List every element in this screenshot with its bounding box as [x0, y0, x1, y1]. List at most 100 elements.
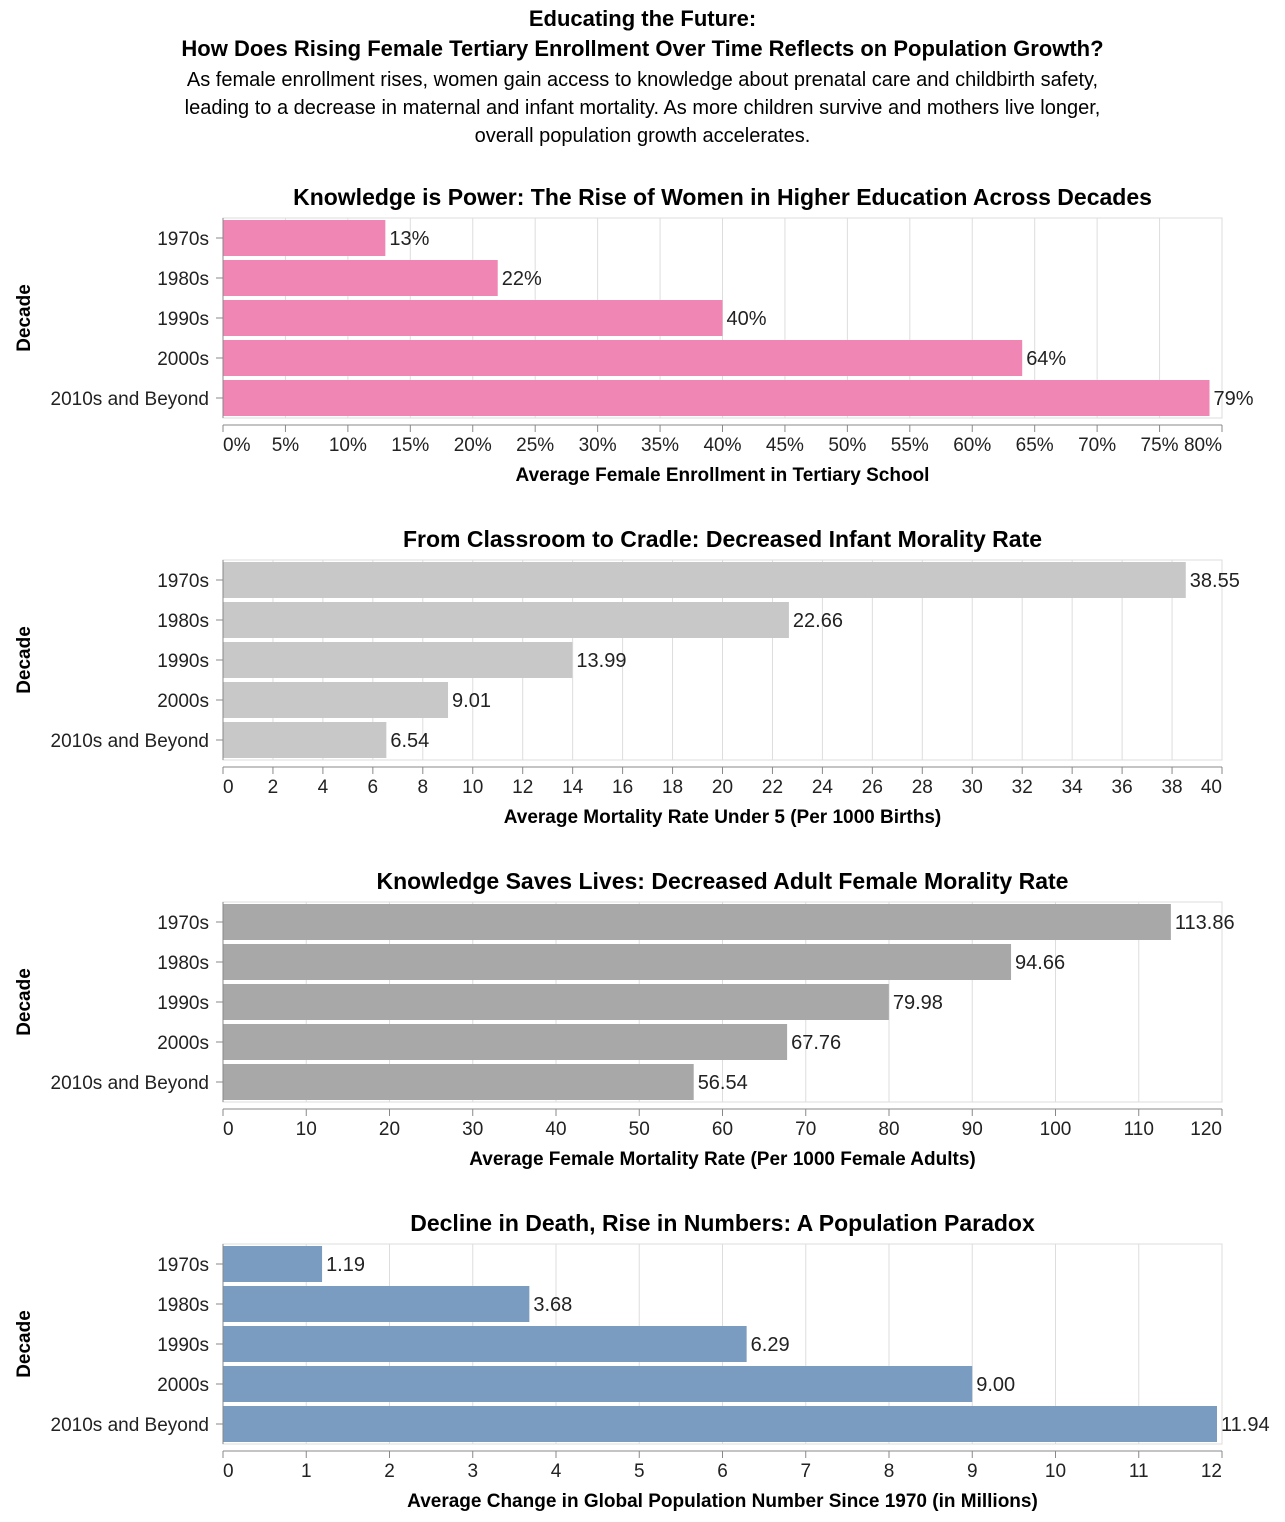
x-tick-label: 20%	[454, 435, 492, 456]
chart-1: Knowledge is Power: The Rise of Women in…	[14, 184, 1254, 486]
bar	[223, 1024, 788, 1060]
x-tick-label: 60%	[953, 435, 991, 456]
data-label: 13.99	[576, 650, 626, 672]
category-label: 2010s and Beyond	[51, 389, 209, 410]
chart-title: Knowledge is Power: The Rise of Women in…	[293, 184, 1152, 210]
x-tick-label: 9	[967, 1461, 978, 1482]
x-axis-title: Average Female Enrollment in Tertiary Sc…	[516, 465, 930, 486]
x-tick-label: 2	[268, 777, 279, 798]
data-label: 22.66	[793, 610, 843, 632]
x-tick-label: 0	[223, 777, 234, 798]
category-label: 1980s	[157, 953, 209, 974]
x-tick-label: 12	[1201, 1461, 1222, 1482]
x-tick-label: 10	[1045, 1461, 1066, 1482]
x-tick-label: 8	[418, 777, 429, 798]
data-label: 38.55	[1190, 570, 1240, 592]
x-tick-label: 120	[1190, 1119, 1222, 1140]
data-label: 11.94	[1221, 1414, 1270, 1436]
bar	[223, 1366, 973, 1402]
x-tick-label: 30%	[579, 435, 617, 456]
x-tick-label: 55%	[891, 435, 929, 456]
x-tick-label: 34	[1062, 777, 1084, 798]
bar	[223, 602, 789, 638]
x-tick-label: 30	[462, 1119, 483, 1140]
x-tick-label: 36	[1112, 777, 1133, 798]
category-label: 1980s	[157, 269, 209, 290]
data-label: 6.54	[390, 730, 429, 752]
x-tick-label: 100	[1040, 1119, 1072, 1140]
x-axis-title: Average Mortality Rate Under 5 (Per 1000…	[504, 807, 942, 828]
bar	[223, 1286, 530, 1322]
data-label: 79%	[1214, 388, 1254, 410]
x-tick-label: 40	[1201, 777, 1222, 798]
chart-title: From Classroom to Cradle: Decreased Infa…	[403, 526, 1042, 552]
bar	[223, 722, 387, 758]
x-tick-label: 35%	[641, 435, 679, 456]
category-label: 1980s	[157, 1295, 209, 1316]
bar	[223, 642, 573, 678]
x-tick-label: 15%	[391, 435, 429, 456]
x-tick-label: 70	[795, 1119, 816, 1140]
bar	[223, 220, 386, 256]
main-title-line-2: How Does Rising Female Tertiary Enrollme…	[181, 36, 1104, 61]
x-tick-label: 70%	[1078, 435, 1116, 456]
x-tick-label: 20	[712, 777, 733, 798]
chart-title: Knowledge Saves Lives: Decreased Adult F…	[377, 868, 1069, 894]
category-label: 2000s	[157, 1375, 209, 1396]
x-tick-label: 80	[878, 1119, 899, 1140]
x-tick-label: 50%	[828, 435, 866, 456]
x-tick-label: 10%	[329, 435, 367, 456]
category-label: 1970s	[157, 571, 209, 592]
category-label: 2000s	[157, 691, 209, 712]
category-label: 1990s	[157, 309, 209, 330]
bar	[223, 1064, 694, 1100]
data-label: 94.66	[1015, 952, 1065, 974]
x-tick-label: 11	[1129, 1461, 1149, 1482]
x-axis-title: Average Change in Global Population Numb…	[407, 1491, 1038, 1512]
x-tick-label: 24	[812, 777, 834, 798]
category-label: 1980s	[157, 611, 209, 632]
x-tick-label: 60	[712, 1119, 733, 1140]
x-tick-label: 40%	[703, 435, 741, 456]
chart-2: From Classroom to Cradle: Decreased Infa…	[14, 526, 1240, 828]
x-tick-label: 18	[662, 777, 683, 798]
data-label: 113.86	[1175, 912, 1235, 934]
x-tick-label: 45%	[766, 435, 804, 456]
data-label: 64%	[1026, 348, 1066, 370]
x-tick-label: 6	[368, 777, 379, 798]
bar	[223, 904, 1171, 940]
category-label: 1990s	[157, 993, 209, 1014]
x-tick-label: 38	[1161, 777, 1182, 798]
x-tick-label: 40	[545, 1119, 566, 1140]
x-tick-label: 7	[800, 1461, 811, 1482]
bar	[223, 562, 1186, 598]
x-axis-title: Average Female Mortality Rate (Per 1000 …	[469, 1149, 976, 1170]
x-tick-label: 50	[629, 1119, 650, 1140]
x-tick-label: 4	[318, 777, 329, 798]
data-label: 13%	[389, 228, 429, 250]
x-tick-label: 2	[384, 1461, 395, 1482]
data-label: 22%	[502, 268, 542, 290]
x-tick-label: 0	[223, 1119, 234, 1140]
data-label: 1.19	[326, 1254, 365, 1276]
y-axis-title: Decade	[14, 968, 35, 1036]
category-label: 1990s	[157, 1335, 209, 1356]
y-axis-title: Decade	[14, 626, 35, 694]
x-tick-label: 10	[296, 1119, 317, 1140]
x-tick-label: 110	[1124, 1119, 1154, 1140]
bar	[223, 260, 498, 296]
subtitle-line-3: overall population growth accelerates.	[474, 125, 811, 147]
x-tick-label: 22	[762, 777, 783, 798]
data-label: 6.29	[751, 1334, 790, 1356]
data-label: 79.98	[893, 992, 943, 1014]
data-label: 56.54	[698, 1072, 748, 1094]
bar	[223, 1326, 747, 1362]
bar	[223, 380, 1210, 416]
x-tick-label: 3	[467, 1461, 478, 1482]
x-tick-label: 32	[1012, 777, 1033, 798]
category-label: 1970s	[157, 913, 209, 934]
x-tick-label: 12	[512, 777, 533, 798]
x-tick-label: 30	[962, 777, 983, 798]
x-tick-label: 6	[717, 1461, 728, 1482]
